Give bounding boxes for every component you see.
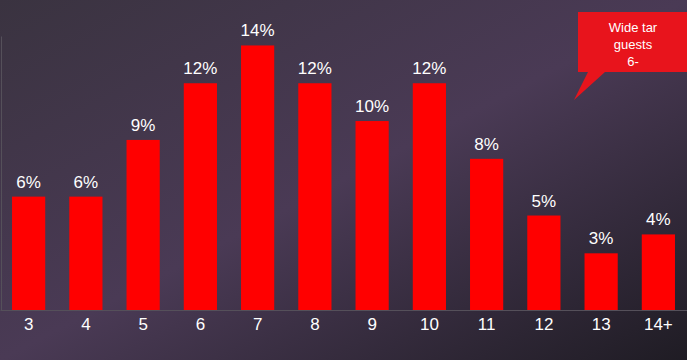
data-label: 5%	[532, 192, 557, 211]
x-tick: 4	[81, 310, 90, 334]
x-tick-label: 6	[196, 315, 205, 334]
bar	[241, 45, 274, 310]
x-tick: 8	[310, 310, 319, 334]
bar	[527, 216, 560, 310]
x-tick: 11	[478, 310, 496, 334]
annotation-text: Wide tar	[609, 20, 658, 35]
x-tick: 3	[24, 310, 33, 334]
x-tick: 6	[196, 310, 205, 334]
data-label: 3%	[589, 229, 614, 248]
bar	[69, 197, 102, 310]
x-axis: 3 4 5 6 7 8 9 10 11 12 13 14+	[1, 310, 687, 334]
background	[0, 0, 687, 360]
data-label: 14%	[241, 21, 275, 40]
x-tick-label: 5	[138, 315, 147, 334]
annotation-text: 6-	[627, 54, 639, 69]
x-tick: 9	[367, 310, 376, 334]
x-tick-label: 4	[81, 315, 90, 334]
bar	[413, 83, 446, 310]
x-tick-label: 7	[253, 315, 262, 334]
x-tick-label: 3	[24, 315, 33, 334]
x-tick-label: 8	[310, 315, 319, 334]
bar	[12, 197, 45, 310]
data-label: 6%	[16, 173, 41, 192]
x-tick-label: 11	[478, 315, 496, 334]
data-label: 6%	[74, 173, 99, 192]
bars	[12, 45, 675, 310]
data-labels: 6% 6% 9% 12% 14% 12% 10% 12% 8% 5% 3% 4%	[16, 21, 670, 248]
bar	[642, 234, 675, 310]
y-axis-line	[1, 37, 2, 311]
data-label: 12%	[412, 59, 446, 78]
data-label: 12%	[298, 59, 332, 78]
bar	[470, 159, 503, 310]
annotation: Wide tar guests 6-	[574, 12, 687, 100]
chart: 6% 6% 9% 12% 14% 12% 10% 12% 8% 5% 3% 4% 3 4 5 6 7 8 9 10 11…	[0, 0, 687, 360]
data-label: 4%	[646, 210, 671, 229]
x-tick-label: 10	[420, 315, 439, 334]
x-tick: 10	[420, 310, 439, 334]
data-label: 9%	[131, 116, 156, 135]
annotation-text: guests	[614, 37, 653, 52]
x-tick: 14+	[644, 310, 673, 334]
y-axis	[1, 37, 2, 311]
bar	[585, 253, 618, 310]
x-tick: 12	[534, 310, 553, 334]
data-label: 12%	[183, 59, 217, 78]
bar	[298, 83, 331, 310]
annotation-callout	[574, 12, 687, 100]
data-label: 10%	[355, 97, 389, 116]
bar	[127, 140, 160, 310]
x-tick: 7	[253, 310, 262, 334]
x-tick-label: 13	[592, 315, 611, 334]
bar	[356, 121, 389, 310]
x-tick: 13	[592, 310, 611, 334]
x-tick-label: 9	[367, 315, 376, 334]
bar	[184, 83, 217, 310]
x-tick-label: 12	[534, 315, 553, 334]
data-label: 8%	[474, 135, 499, 154]
x-axis-line	[1, 310, 687, 311]
x-tick-label: 14+	[644, 315, 673, 334]
x-tick: 5	[138, 310, 147, 334]
